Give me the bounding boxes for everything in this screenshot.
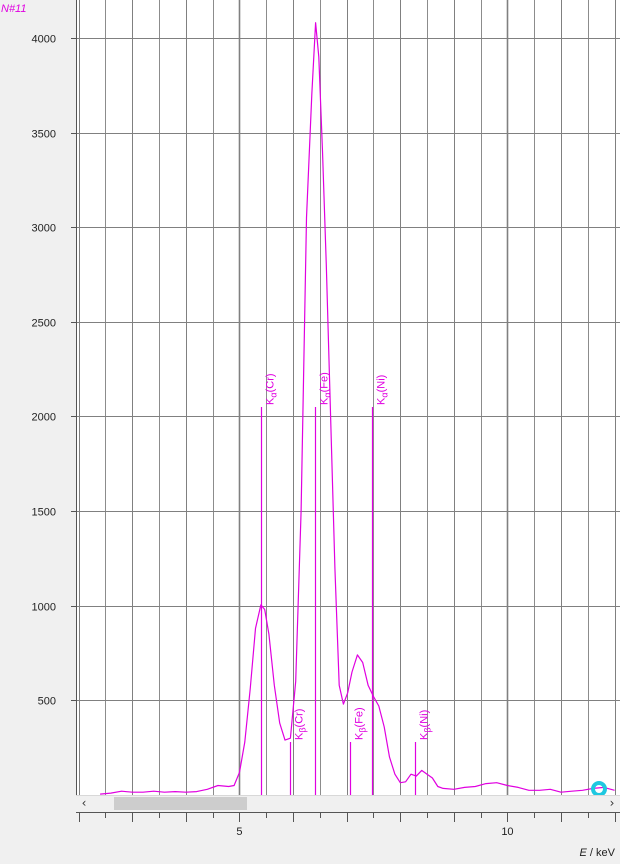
- scroll-left-button[interactable]: ‹: [81, 796, 87, 810]
- horizontal-scrollbar[interactable]: ‹ ›: [76, 795, 620, 811]
- y-tick-label-2500: 2500: [32, 318, 56, 330]
- spectrum-series: [100, 22, 615, 795]
- scroll-thumb[interactable]: [114, 797, 247, 810]
- y-tick-labels: 500 1000 1500 2000 2500 3000 3500 4000: [32, 34, 56, 708]
- spectrum-line-0: [100, 22, 615, 795]
- emission-line-label-1: Kα(Fe): [319, 372, 333, 405]
- x-tick-labels: 5 10: [236, 826, 513, 838]
- x-axis-label-unit: / keV: [587, 847, 616, 859]
- emission-line-label-0: Kα(Cr): [265, 373, 279, 404]
- emission-line-label-2: Kα(Ni): [376, 375, 390, 405]
- emission-line-label-5: Kβ(Ni): [419, 710, 433, 740]
- y-tick-label-3000: 3000: [32, 223, 56, 235]
- x-tick-label-10: 10: [501, 826, 513, 838]
- y-tick-label-500: 500: [38, 696, 56, 708]
- spectrum-name: N#11: [1, 3, 27, 15]
- x-tick-label-5: 5: [236, 826, 242, 838]
- emission-lines: Kα(Cr) Kα(Fe) Kα(Ni) Kβ(Cr) Kβ(Fe) Kβ(Ni): [260, 372, 433, 795]
- y-tick-label-1000: 1000: [32, 602, 56, 614]
- y-tick-label-1500: 1500: [32, 507, 56, 519]
- y-tick-label-2000: 2000: [32, 412, 56, 424]
- y-tick-label-4000: 4000: [32, 34, 56, 46]
- x-axis-label: E / keV: [580, 847, 616, 859]
- scroll-right-button[interactable]: ›: [609, 796, 615, 810]
- emission-line-label-3: Kβ(Cr): [294, 709, 308, 740]
- y-tick-label-3500: 3500: [32, 129, 56, 141]
- axes: [71, 0, 620, 822]
- emission-line-label-4: Kβ(Fe): [354, 707, 368, 740]
- x-axis-label-symbol: E: [580, 847, 588, 859]
- grid-lines: [76, 0, 620, 795]
